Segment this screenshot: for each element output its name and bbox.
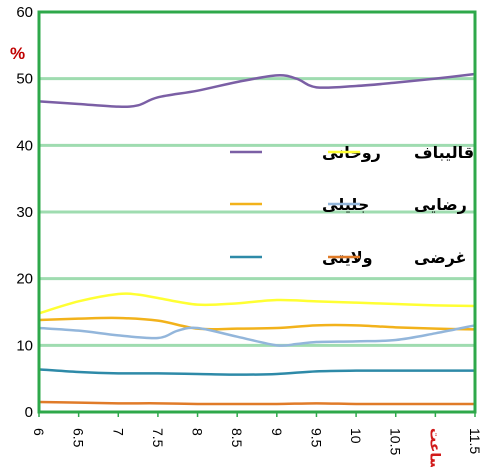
series-lines <box>38 72 476 406</box>
legend-label: جلیلی <box>322 197 369 214</box>
x-tick-label: 8.5 <box>229 428 245 448</box>
legend-label: غرضی <box>414 250 467 267</box>
series-line <box>38 72 476 109</box>
x-tick-label: 10 <box>348 428 364 444</box>
x-tick-label: 6 <box>31 428 47 436</box>
plot-frame <box>37 10 477 414</box>
series-line <box>38 292 476 315</box>
x-tick-label: 9 <box>269 428 285 436</box>
legend: روحانی قالیباف جلیلی رضایی ولایتی غرضی <box>230 145 474 267</box>
y-tick-label: 50 <box>16 71 33 88</box>
y-unit-label: % <box>10 44 25 63</box>
series-line <box>38 368 475 376</box>
y-tick-label: 40 <box>16 137 33 154</box>
legend-label: قالیباف <box>414 145 474 162</box>
y-tick-label: 60 <box>16 4 33 21</box>
y-tick-label: 10 <box>16 337 33 354</box>
series-line <box>38 324 476 347</box>
x-tick-label: 9.5 <box>308 428 324 448</box>
series-line <box>38 400 475 406</box>
y-tick-label: 0 <box>25 404 33 421</box>
x-tick-label: 10.5 <box>388 428 404 455</box>
x-axis: 6 6.5 7 7.5 8 8.5 9 9.5 10 10.5 ساعت 11.5 <box>31 412 480 467</box>
y-axis: 0 10 20 30 40 50 60 <box>16 4 33 421</box>
legend-label: ولایتی <box>322 250 373 267</box>
legend-label: روحانی <box>322 145 381 162</box>
x-tick-label: 7 <box>110 428 126 436</box>
y-tick-label: 30 <box>16 204 33 221</box>
x-tick-label: 11.5 <box>467 428 480 454</box>
x-tick-label: 8 <box>190 428 206 436</box>
x-tick-label: ساعت <box>427 428 443 467</box>
x-tick-label: 6.5 <box>71 428 87 448</box>
x-tick-label: 7.5 <box>150 428 166 448</box>
series-line <box>38 316 476 331</box>
y-tick-label: 20 <box>16 271 33 288</box>
legend-label: رضایی <box>414 197 467 214</box>
